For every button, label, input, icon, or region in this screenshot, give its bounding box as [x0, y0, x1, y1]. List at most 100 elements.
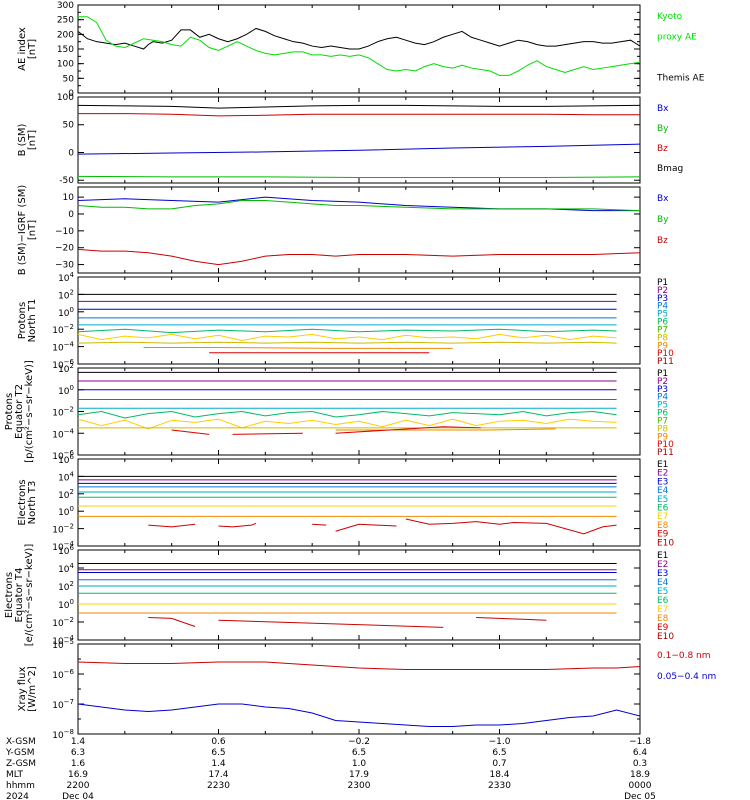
x-axis-value: 0000	[629, 781, 652, 791]
series-line-p7	[77, 333, 617, 342]
y-axis-label: B (SM)[nT]	[17, 123, 38, 156]
legend-entry: E6	[657, 596, 669, 606]
y-axis-label: Xray flux[W/m^2]	[17, 666, 38, 712]
x-axis-value: 17.9	[349, 770, 369, 780]
legend-entry: P9	[657, 432, 668, 442]
y-tick-label: 10−2	[52, 406, 74, 419]
x-axis-value: 16.9	[68, 770, 88, 780]
series-line-p7	[77, 418, 617, 430]
legend-entry: By	[657, 124, 669, 134]
y-tick-label: 10−2	[52, 323, 74, 336]
y-tick-label: 104	[58, 271, 74, 284]
y-tick-label: 0	[68, 89, 74, 99]
series-line-e9	[405, 518, 617, 535]
y-tick-label: 106	[58, 544, 74, 557]
y-tick-label: 102	[58, 488, 74, 501]
legend-entry: P7	[657, 325, 668, 335]
y-tick-label: 10−5	[52, 638, 74, 651]
y-tick-label: 10−4	[52, 634, 74, 647]
legend-entry: P2	[657, 377, 668, 387]
y-tick-label: 250	[57, 16, 74, 26]
series-line-0-05-0-4-nm	[77, 703, 641, 727]
legend-entry: E4	[657, 578, 669, 588]
series-line-p9	[143, 346, 453, 349]
panel-xray: 10−5 10−6 10−7 10−8 Xray flux[W/m^2] 0.1−0.8 …	[17, 638, 716, 741]
y-tick-label: −10	[55, 227, 74, 237]
y-tick-label: 200	[57, 30, 74, 40]
x-axis-value: 2300	[348, 781, 371, 791]
series-line-p10	[171, 429, 210, 435]
series-line-e9	[476, 617, 547, 621]
y-tick-label: 106	[58, 453, 74, 466]
x-axis-value: −1.0	[489, 737, 511, 747]
legend-entry: E8	[657, 521, 669, 531]
y-tick-label: −20	[55, 244, 74, 254]
series-line-e9	[335, 523, 397, 532]
y-tick-label: 300	[57, 1, 74, 11]
legend-entry: P8	[657, 333, 668, 343]
series-line-by	[77, 175, 641, 178]
legend-entry: E4	[657, 486, 669, 496]
y-axis-label: ProtonsNorth T1	[17, 299, 38, 343]
legend-entry: P11	[657, 357, 674, 367]
x-axis-row-label: MLT	[6, 770, 24, 780]
legend-entry: P6	[657, 409, 668, 419]
x-axis-value: 17.4	[208, 770, 228, 780]
y-tick-label: 10−4	[52, 341, 74, 354]
x-axis-value: −0.2	[348, 737, 370, 747]
x-axis-row-label: Z-GSM	[6, 759, 36, 769]
plot-frame	[77, 458, 641, 547]
legend-entry: E3	[657, 569, 668, 579]
legend-entry: P7	[657, 416, 668, 426]
y-tick-label: 150	[57, 45, 74, 55]
x-axis-value: 0.7	[492, 759, 506, 769]
panel-ae: 0 50 100 150 200 250 300 AE index[nT] Kyoto proxy…	[17, 1, 705, 99]
legend-entry: E2	[657, 560, 668, 570]
y-tick-label: 10−4	[52, 427, 74, 440]
x-axis-value: 1.6	[71, 759, 86, 769]
x-axis-row-label: Y-GSM	[5, 748, 34, 758]
x-axis-value: 1.0	[352, 759, 367, 769]
series-line-e9	[148, 523, 196, 528]
legend-entry: P3	[657, 294, 668, 304]
plot-frame	[77, 96, 641, 184]
legend-entry: E5	[657, 495, 668, 505]
y-tick-label: −30	[55, 261, 74, 271]
y-axis-label: B (SM)−IGRF (SM)[nT]	[17, 185, 38, 276]
series-line-p10	[335, 426, 481, 434]
legend-entry: P3	[657, 385, 668, 395]
x-axis-value: 2230	[207, 781, 230, 791]
plot-frame	[77, 643, 641, 735]
x-axis-value: Dec 04	[62, 792, 94, 800]
x-axis-value: 6.5	[211, 748, 225, 758]
legend-entry: Bx	[657, 104, 669, 114]
x-axis-value: 6.5	[352, 748, 366, 758]
legend-entry: P1	[657, 369, 668, 379]
series-line-e9	[218, 619, 444, 628]
y-tick-label: 10−6	[52, 358, 74, 371]
legend-entry: P5	[657, 401, 668, 411]
legend-entry: P5	[657, 310, 668, 320]
x-axis-value: 6.5	[492, 748, 506, 758]
legend-entry: Themis AE	[656, 73, 705, 83]
legend-entry: P1	[657, 278, 668, 288]
series-line-kyoto-proxy-ae	[78, 16, 641, 76]
legend-entry: E5	[657, 587, 668, 597]
series-line-bx	[77, 143, 641, 155]
legend-entry: E9	[657, 623, 669, 633]
y-tick-label: 10−2	[52, 523, 74, 536]
y-tick-label: 100	[58, 306, 74, 319]
legend-entry: P2	[657, 286, 668, 296]
x-axis-value: 0.3	[633, 759, 647, 769]
legend-entry: P8	[657, 424, 668, 434]
series-line-p10	[232, 432, 303, 435]
legend-entry: Bmag	[657, 164, 683, 174]
x-axis-row-label: X-GSM	[6, 737, 36, 747]
series-line-p8	[77, 341, 617, 344]
legend-entry: Bx	[657, 194, 669, 204]
legend-entry: E10	[657, 632, 674, 642]
y-tick-label: 10−6	[52, 449, 74, 462]
y-tick-label: 10−8	[52, 728, 74, 741]
